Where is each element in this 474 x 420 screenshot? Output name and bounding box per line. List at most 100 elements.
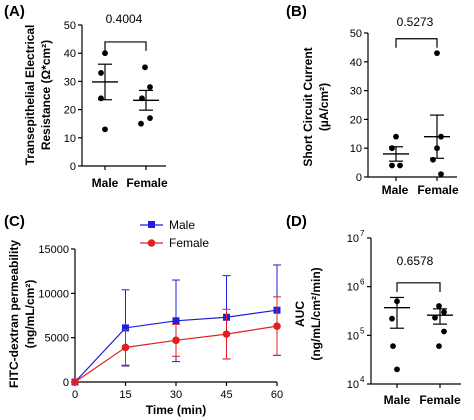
y-tick-label-c-1: 5000 [45, 333, 69, 345]
y-tick-label-a-2: 20 [64, 105, 76, 117]
data-point-d-male-1 [389, 315, 395, 322]
data-point-male-2 [172, 317, 180, 325]
data-point-b-male-0 [393, 133, 399, 140]
axes-c: 0 5000 10000 15000 0 15 30 45 60 [38, 244, 283, 401]
y-axis-title-b-line1: Short Circuit Current [301, 47, 315, 166]
p-value-d: 0.6578 [397, 254, 434, 268]
y-axis-title-c-line1: FITC-dextran permeability [7, 240, 21, 388]
significance-bracket-d [396, 282, 441, 292]
y-axis-title-d-line1: AUC [293, 301, 307, 327]
y-axis-title-d-line2: (ng/mL/cm²/min) [309, 267, 323, 360]
y-axis-title-b: Short Circuit Current (µA/cm²) [301, 47, 331, 166]
y-tick-label-a-1: 10 [64, 133, 76, 145]
data-point-female-0 [71, 378, 79, 386]
p-value-b: 0.5273 [397, 15, 434, 29]
legend-label-male: Male [169, 218, 195, 232]
y-tick-label-d-0: 10 [347, 379, 359, 391]
y-axis-title-c-line2: (ng/mL/cm²) [23, 280, 37, 349]
data-point-a-female-0 [142, 64, 148, 71]
x-tick-label-d-male: Male [384, 393, 411, 407]
data-point-female-4 [273, 322, 281, 330]
data-point-a-male-3 [102, 126, 108, 133]
panel-label-a: (A) [4, 3, 25, 20]
data-point-a-male-1 [98, 70, 104, 76]
data-point-a-female-1 [147, 84, 153, 90]
panel-label-d: (D) [286, 213, 307, 230]
y-tick-label-a-5: 50 [64, 20, 76, 32]
data-point-a-female-3 [147, 115, 153, 121]
data-point-female-2 [172, 336, 180, 345]
y-tick-label-c-2: 10000 [38, 288, 69, 300]
y-tick-exponent-d-1: 5 [360, 326, 365, 335]
y-tick-exponent-d-2: 6 [360, 278, 365, 287]
data-point-d-female-4 [436, 343, 442, 350]
legend-label-female: Female [169, 236, 209, 250]
y-axis-title-c: FITC-dextran permeability (ng/mL/cm²) [7, 240, 37, 388]
y-tick-exponent-d-3: 7 [360, 229, 365, 238]
significance-bracket-b [395, 38, 438, 48]
y-tick-label-a-0: 0 [70, 161, 76, 173]
legend-marker-male [148, 221, 155, 228]
data-point-b-male-3 [389, 162, 395, 169]
data-point-male-1 [122, 324, 129, 332]
data-point-a-female-4 [138, 120, 144, 127]
x-tick-label-c-4: 60 [271, 389, 283, 401]
x-tick-label-b-female: Female [417, 183, 459, 197]
y-tick-exponent-d-0: 4 [360, 375, 365, 384]
y-tick-label-b-4: 40 [350, 57, 362, 69]
significance-bracket-a [104, 41, 147, 51]
data-point-d-female-1 [441, 309, 447, 316]
data-point-a-male-2 [98, 95, 104, 102]
legend-c: Male Female [140, 218, 209, 250]
axes-b: 0 10 20 30 40 50 [350, 28, 457, 184]
panel-c: (C) FITC-dextran permeability (ng/mL/cm²… [4, 213, 283, 417]
y-tick-label-d-3: 10 [347, 233, 359, 245]
data-point-b-female-4 [438, 171, 444, 178]
y-axis-title-a: Transepithelial Electrical Resistance (Ω… [23, 25, 53, 166]
y-tick-label-b-2: 20 [350, 114, 362, 126]
panel-label-b: (B) [286, 3, 307, 20]
y-tick-label-b-3: 30 [350, 86, 362, 98]
x-tick-label-d-female: Female [419, 393, 461, 407]
data-point-d-male-3 [394, 366, 400, 373]
x-tick-label-c-2: 30 [170, 389, 182, 401]
y-axis-title-a-line1: Transepithelial Electrical [23, 25, 37, 166]
y-tick-label-a-4: 40 [64, 48, 76, 60]
data-point-female-1 [121, 343, 130, 352]
x-tick-label-b-male: Male [382, 183, 409, 197]
data-point-d-male-2 [390, 343, 396, 350]
data-point-a-male-0 [102, 50, 108, 57]
x-tick-label-c-1: 15 [119, 389, 131, 401]
panel-label-c: (C) [4, 213, 25, 230]
x-tick-label-c-3: 45 [220, 389, 232, 401]
data-point-b-female-0 [434, 50, 440, 57]
legend-marker-female [147, 239, 156, 247]
y-axis-title-a-line2: Resistance (Ω*cm²) [39, 40, 53, 150]
y-tick-label-d-2: 10 [347, 282, 359, 294]
data-point-female-3 [222, 330, 231, 338]
x-tick-label-c-0: 0 [72, 389, 78, 401]
panel-a: (A) Transepithelial Electrical Resistanc… [4, 3, 168, 190]
y-tick-label-c-0: 0 [63, 377, 69, 389]
y-tick-label-b-1: 10 [350, 143, 362, 155]
data-point-d-female-2 [432, 314, 438, 321]
panel-b: (B) Short Circuit Current (µA/cm²) 0 10 20… [286, 3, 459, 197]
y-tick-label-b-5: 50 [350, 28, 362, 40]
y-tick-label-d-1: 10 [347, 330, 359, 342]
axes-a: 0 10 20 30 40 50 [64, 20, 166, 173]
x-axis-title-c: Time (min) [146, 403, 206, 417]
y-tick-label-a-3: 30 [64, 76, 76, 88]
data-point-d-female-0 [436, 303, 442, 309]
p-value-a: 0.4004 [106, 12, 143, 26]
x-tick-label-a-female: Female [126, 176, 168, 190]
data-point-b-male-2 [397, 162, 403, 169]
y-axis-title-d: AUC (ng/mL/cm²/min) [293, 267, 323, 360]
data-point-d-female-3 [441, 328, 447, 335]
y-tick-label-c-3: 15000 [38, 244, 69, 256]
x-tick-label-a-male: Male [92, 176, 119, 190]
y-axis-title-b-line2: (µA/cm²) [317, 83, 331, 131]
y-tick-label-b-0: 0 [356, 172, 362, 184]
